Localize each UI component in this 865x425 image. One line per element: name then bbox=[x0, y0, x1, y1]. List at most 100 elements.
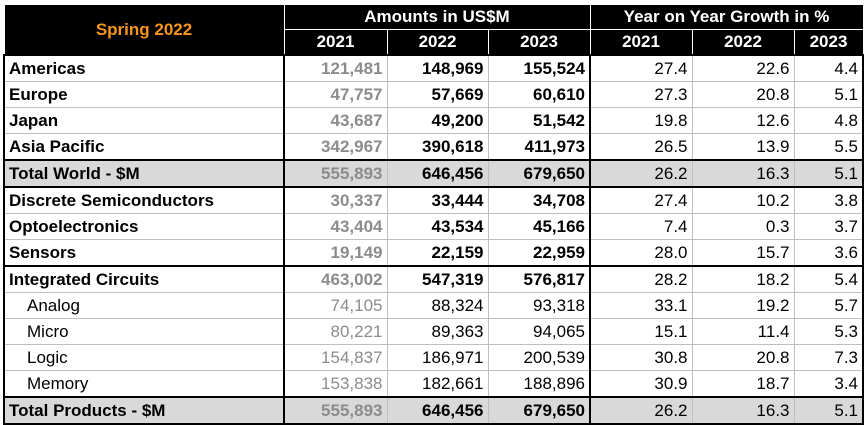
amount-cell: 646,456 bbox=[386, 159, 489, 188]
row-label: Japan bbox=[3, 107, 285, 134]
growth-cell: 3.4 bbox=[793, 370, 864, 398]
amount-cell: 463,002 bbox=[283, 265, 388, 293]
table-row: Micro 80,221 89,363 94,065 15.1 11.4 5.3 bbox=[3, 318, 864, 345]
table-row: Discrete Semiconductors 30,337 33,444 34,70… bbox=[3, 186, 864, 214]
growth-cell: 27.4 bbox=[589, 54, 693, 82]
row-label: Logic bbox=[3, 344, 285, 371]
amount-cell: 121,481 bbox=[283, 54, 388, 82]
growth-cell: 33.1 bbox=[589, 292, 693, 319]
growth-cell: 18.7 bbox=[691, 370, 795, 398]
growth-cell: 7.4 bbox=[589, 213, 693, 240]
growth-cell: 27.3 bbox=[589, 81, 693, 108]
year-header: 2021 bbox=[283, 29, 388, 56]
growth-cell: 16.3 bbox=[691, 159, 795, 188]
row-label: Americas bbox=[3, 54, 285, 82]
table-row: Asia Pacific 342,967 390,618 411,973 26.5 13.… bbox=[3, 133, 864, 161]
growth-cell: 30.9 bbox=[589, 370, 693, 398]
growth-cell: 28.2 bbox=[589, 265, 693, 293]
row-label: Optoelectronics bbox=[3, 213, 285, 240]
amounts-group-header: Amounts in US$M bbox=[283, 4, 591, 30]
growth-cell: 5.3 bbox=[793, 318, 864, 345]
row-label: Total World - $M bbox=[3, 159, 285, 188]
amount-cell: 188,896 bbox=[487, 370, 591, 398]
amount-cell: 94,065 bbox=[487, 318, 591, 345]
growth-cell: 3.7 bbox=[793, 213, 864, 240]
amount-cell: 182,661 bbox=[386, 370, 489, 398]
amount-cell: 47,757 bbox=[283, 81, 388, 108]
amount-cell: 576,817 bbox=[487, 265, 591, 293]
amount-cell: 342,967 bbox=[283, 133, 388, 161]
growth-cell: 19.8 bbox=[589, 107, 693, 134]
amount-cell: 547,319 bbox=[386, 265, 489, 293]
growth-cell: 15.7 bbox=[691, 239, 795, 267]
amount-cell: 390,618 bbox=[386, 133, 489, 161]
amount-cell: 43,534 bbox=[386, 213, 489, 240]
growth-cell: 5.1 bbox=[793, 81, 864, 108]
year-header: 2022 bbox=[386, 29, 489, 56]
growth-cell: 19.2 bbox=[691, 292, 795, 319]
growth-cell: 4.4 bbox=[793, 54, 864, 82]
table-body: Americas 121,481 148,969 155,524 27.4 22.6 4.4… bbox=[3, 54, 864, 425]
forecast-table: Spring 2022 Amounts in US$M Year on Year… bbox=[3, 4, 864, 425]
growth-cell: 10.2 bbox=[691, 186, 795, 214]
growth-cell: 16.3 bbox=[691, 396, 795, 425]
amount-cell: 30,337 bbox=[283, 186, 388, 214]
row-label: Discrete Semiconductors bbox=[3, 186, 285, 214]
growth-cell: 20.8 bbox=[691, 344, 795, 371]
amount-cell: 89,363 bbox=[386, 318, 489, 345]
growth-cell: 20.8 bbox=[691, 81, 795, 108]
amount-cell: 19,149 bbox=[283, 239, 388, 267]
amount-cell: 22,959 bbox=[487, 239, 591, 267]
amount-cell: 60,610 bbox=[487, 81, 591, 108]
growth-cell: 13.9 bbox=[691, 133, 795, 161]
amount-cell: 555,893 bbox=[283, 159, 388, 188]
amount-cell: 33,444 bbox=[386, 186, 489, 214]
table-row: Integrated Circuits 463,002 547,319 576,817… bbox=[3, 265, 864, 293]
growth-cell: 15.1 bbox=[589, 318, 693, 345]
amount-cell: 148,969 bbox=[386, 54, 489, 82]
amount-cell: 679,650 bbox=[487, 396, 591, 425]
year-header: 2023 bbox=[793, 29, 864, 56]
amount-cell: 74,105 bbox=[283, 292, 388, 319]
header-row-groups: Spring 2022 Amounts in US$M Year on Year… bbox=[3, 4, 864, 56]
amount-cell: 411,973 bbox=[487, 133, 591, 161]
amount-cell: 646,456 bbox=[386, 396, 489, 425]
growth-cell: 27.4 bbox=[589, 186, 693, 214]
growth-cell: 11.4 bbox=[691, 318, 795, 345]
amount-cell: 679,650 bbox=[487, 159, 591, 188]
amount-cell: 186,971 bbox=[386, 344, 489, 371]
amount-cell: 22,159 bbox=[386, 239, 489, 267]
table-row: Memory 153,838 182,661 188,896 30.9 18.7 3.4 bbox=[3, 370, 864, 398]
table-row: Americas 121,481 148,969 155,524 27.4 22.6 4.4 bbox=[3, 54, 864, 82]
header-row-years: 2021 2022 2023 2021 2022 2023 bbox=[4, 29, 864, 56]
row-label: Europe bbox=[3, 81, 285, 108]
growth-cell: 12.6 bbox=[691, 107, 795, 134]
forecast-table-container: Spring 2022 Amounts in US$M Year on Year… bbox=[3, 4, 864, 425]
growth-cell: 18.2 bbox=[691, 265, 795, 293]
table-row: Logic 154,837 186,971 200,539 30.8 20.8 7.3 bbox=[3, 344, 864, 371]
row-label: Memory bbox=[3, 370, 285, 398]
table-row: Japan 43,687 49,200 51,542 19.8 12.6 4.8 bbox=[3, 107, 864, 134]
growth-cell: 5.7 bbox=[793, 292, 864, 319]
table-row: Total Products - $M 555,893 646,456 679,650… bbox=[3, 396, 864, 425]
amount-cell: 88,324 bbox=[386, 292, 489, 319]
amount-cell: 51,542 bbox=[487, 107, 591, 134]
growth-cell: 28.0 bbox=[589, 239, 693, 267]
growth-cell: 7.3 bbox=[793, 344, 864, 371]
amount-cell: 154,837 bbox=[283, 344, 388, 371]
table-row: Analog 74,105 88,324 93,318 33.1 19.2 5.7 bbox=[3, 292, 864, 319]
growth-cell: 26.2 bbox=[589, 396, 693, 425]
growth-cell: 5.5 bbox=[793, 133, 864, 161]
amount-cell: 80,221 bbox=[283, 318, 388, 345]
growth-cell: 5.1 bbox=[793, 396, 864, 425]
amount-cell: 43,687 bbox=[283, 107, 388, 134]
growth-cell: 4.8 bbox=[793, 107, 864, 134]
growth-cell: 5.4 bbox=[793, 265, 864, 293]
row-label: Asia Pacific bbox=[3, 133, 285, 161]
row-label: Total Products - $M bbox=[3, 396, 285, 425]
amount-cell: 93,318 bbox=[487, 292, 591, 319]
growth-cell: 5.1 bbox=[793, 159, 864, 188]
row-label: Analog bbox=[3, 292, 285, 319]
amount-cell: 153,838 bbox=[283, 370, 388, 398]
year-header: 2022 bbox=[691, 29, 795, 56]
